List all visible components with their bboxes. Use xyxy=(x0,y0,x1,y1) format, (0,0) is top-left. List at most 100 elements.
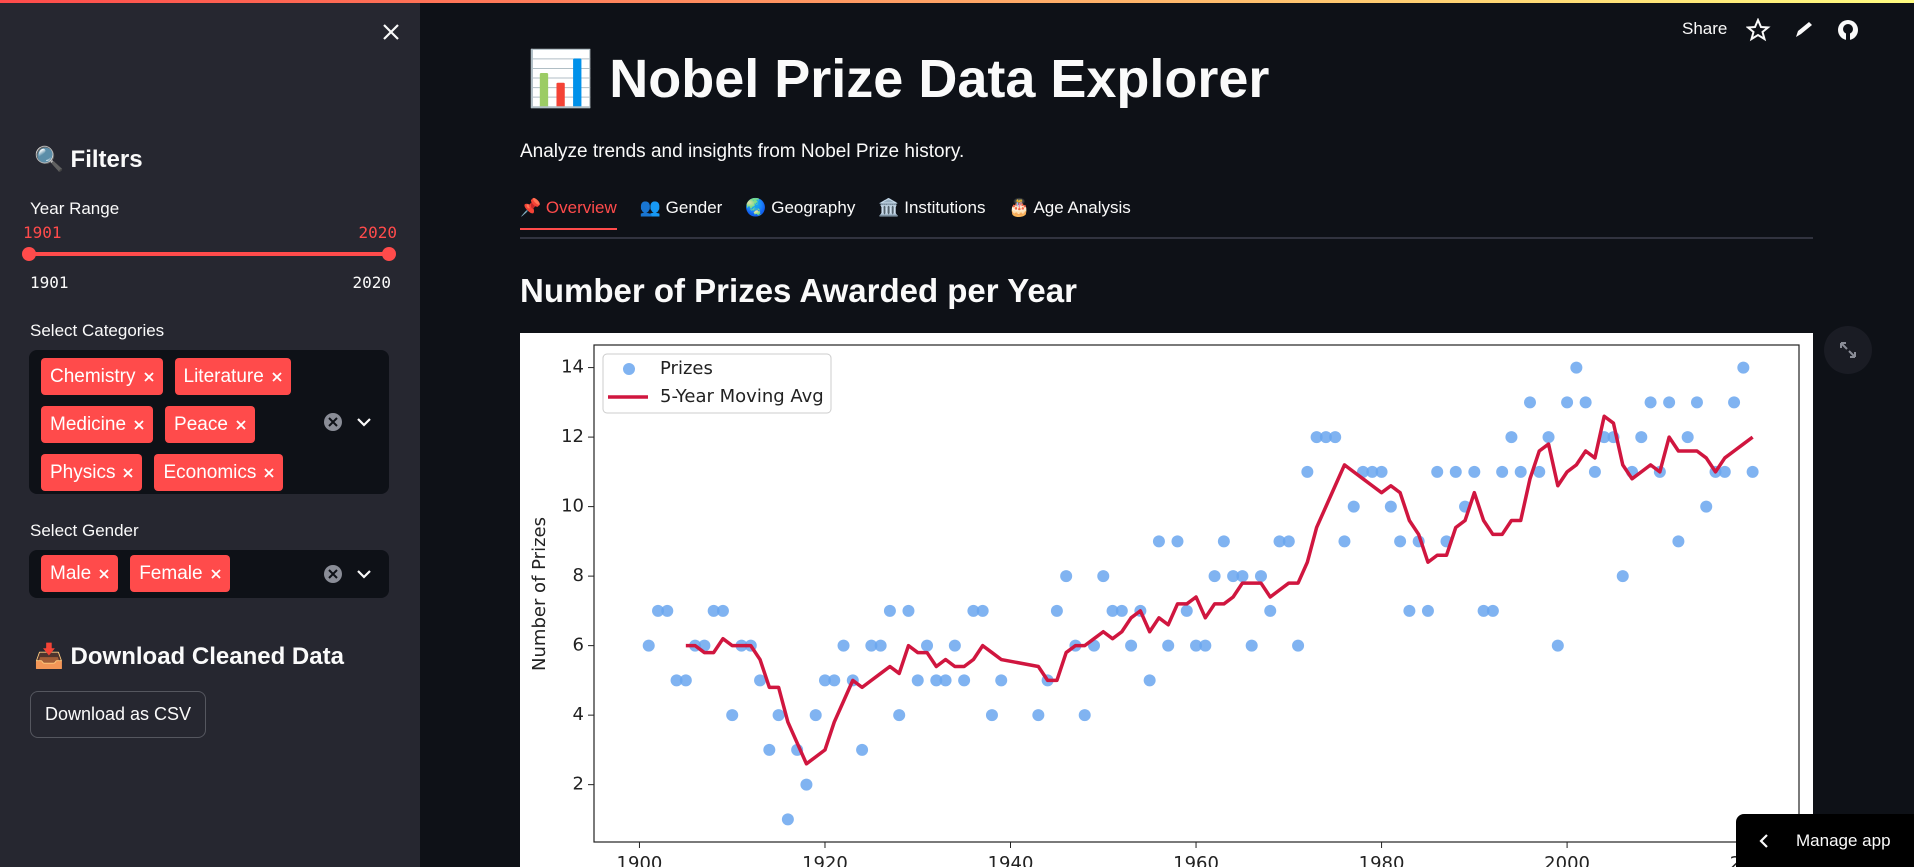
scatter-point xyxy=(1217,535,1230,548)
download-button[interactable]: Download as CSV xyxy=(30,691,206,738)
scatter-point xyxy=(939,674,952,687)
scatter-point xyxy=(1663,396,1676,409)
header-icons[interactable] xyxy=(1746,18,1866,42)
close-sidebar[interactable] xyxy=(381,22,401,42)
legend-label: Prizes xyxy=(660,358,713,379)
manage-app-button[interactable]: Manage app xyxy=(1736,814,1914,867)
tab-bar: 📌 Overview 👥 Gender 🌏 Geography 🏛️ Institut… xyxy=(520,198,1131,230)
tag: Peace xyxy=(165,406,255,443)
chart: Number of Prizes 2 4 6 8 10 12 14 1900 1920 1940 1… xyxy=(520,333,1813,867)
categories-label: Select Categories xyxy=(30,321,165,340)
scatter-point xyxy=(1700,500,1713,513)
x-tick-label: 1960 xyxy=(1173,853,1219,867)
scatter-point xyxy=(958,674,971,687)
scatter-point xyxy=(1635,431,1648,444)
tag-remove[interactable] xyxy=(123,467,134,478)
categories-select[interactable]: Chemistry Literature Medicine Peace Physics E… xyxy=(29,350,389,494)
scatter-point xyxy=(1319,431,1332,444)
tag-remove[interactable] xyxy=(134,419,144,430)
tab[interactable]: 📌 Overview xyxy=(520,198,617,230)
select-controls xyxy=(324,565,371,583)
tag: Chemistry xyxy=(41,358,163,395)
remove-icon xyxy=(143,371,154,382)
tag-remove[interactable] xyxy=(210,568,221,579)
gender-select[interactable]: Male Female xyxy=(29,550,389,598)
filters-heading: 🔍 Filters xyxy=(34,146,143,173)
slider-track xyxy=(29,252,389,256)
slider-max: 2020 xyxy=(352,273,391,292)
scatter-point xyxy=(837,639,850,652)
remove-icon xyxy=(134,419,144,430)
scatter-point xyxy=(1561,396,1574,409)
tag: Literature xyxy=(174,358,291,395)
scatter-point xyxy=(1505,431,1518,444)
scatter-point xyxy=(976,604,989,617)
scatter-point xyxy=(893,709,906,722)
manage-app-label: Manage app xyxy=(1796,830,1891,850)
y-tick-label: 14 xyxy=(561,357,584,378)
tag: Economics xyxy=(154,454,284,491)
tag-label: Physics xyxy=(50,461,116,483)
scatter-point xyxy=(1690,396,1703,409)
scatter-point xyxy=(679,674,692,687)
tag-remove[interactable] xyxy=(272,371,282,382)
tag-remove[interactable] xyxy=(236,419,246,430)
scatter-point xyxy=(1125,639,1138,652)
legend-label: 5-Year Moving Avg xyxy=(660,386,824,407)
scatter-point xyxy=(670,674,683,687)
fullscreen-button[interactable] xyxy=(1824,326,1872,374)
scatter-point xyxy=(1477,604,1490,617)
tab[interactable]: 🏛️ Institutions xyxy=(878,198,986,217)
scatter-point xyxy=(1384,500,1397,513)
x-tick-label: 2000 xyxy=(1544,853,1590,867)
scatter-point xyxy=(1468,465,1481,478)
tag: Female xyxy=(130,555,230,592)
y-tick-label: 2 xyxy=(573,774,584,795)
tab[interactable]: 👥 Gender xyxy=(639,198,723,217)
scatter-point xyxy=(1449,465,1462,478)
scatter-point xyxy=(1579,396,1592,409)
scatter-point xyxy=(1496,465,1509,478)
select-controls xyxy=(324,413,371,431)
line-series xyxy=(685,414,1754,766)
slider-thumb-low[interactable] xyxy=(22,247,36,261)
remove-icon xyxy=(264,467,275,478)
x-tick-label: 1980 xyxy=(1359,853,1405,867)
tag-label: Peace xyxy=(174,413,228,435)
scatter-point xyxy=(1301,465,1314,478)
tag-label: Female xyxy=(139,562,203,584)
scatter-point xyxy=(1310,431,1323,444)
scatter-point xyxy=(1394,535,1407,548)
gender-label: Select Gender xyxy=(30,521,139,540)
tag-remove[interactable] xyxy=(143,371,154,382)
scatter-point xyxy=(707,604,720,617)
scatter-point xyxy=(995,674,1008,687)
year-range-label: Year Range xyxy=(30,199,120,218)
chevron-icon xyxy=(1759,833,1768,848)
tab[interactable]: 🎂 Age Analysis xyxy=(1008,198,1131,217)
scatter-point xyxy=(1097,570,1110,583)
tag-remove[interactable] xyxy=(99,568,109,579)
slider-thumb-high[interactable] xyxy=(382,247,396,261)
scatter-point xyxy=(1588,465,1601,478)
scatter-point xyxy=(1737,361,1750,374)
scatter-point xyxy=(883,604,896,617)
tag-label: Male xyxy=(50,562,92,584)
scatter-point xyxy=(661,604,674,617)
scatter-point xyxy=(1227,570,1240,583)
scatter-point xyxy=(652,604,665,617)
tab[interactable]: 🌏 Geography xyxy=(745,198,856,217)
page-title: 📊 Nobel Prize Data Explorer xyxy=(527,49,1270,109)
scatter-point xyxy=(930,674,943,687)
tag: Male xyxy=(41,555,119,592)
scatter-point xyxy=(1728,396,1741,409)
tag-remove[interactable] xyxy=(264,467,275,478)
scatter-point xyxy=(716,604,729,617)
scatter-point xyxy=(911,674,924,687)
share-button[interactable]: Share xyxy=(1682,19,1728,38)
sidebar: 🔍 Filters Year Range 1901 2020 1901 2020… xyxy=(0,3,420,867)
fullscreen-icon xyxy=(1840,342,1856,358)
scatter-point xyxy=(1523,396,1536,409)
remove-icon xyxy=(236,419,246,430)
scatter-point xyxy=(1533,465,1546,478)
